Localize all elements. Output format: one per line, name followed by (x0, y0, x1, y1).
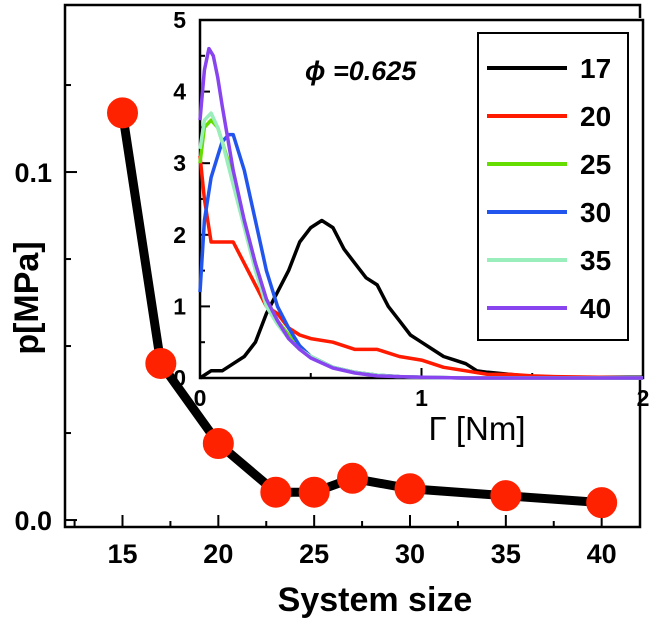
data-point (145, 347, 177, 379)
data-point (298, 476, 330, 508)
inset-y-tick-label: 0 (173, 365, 186, 391)
inset-series-20 (198, 155, 644, 380)
inset-y-tick-label: 1 (173, 293, 186, 319)
inset-x-axis-title: Γ [Nm] (428, 410, 525, 447)
inset-y-tick-label: 3 (173, 150, 186, 176)
data-point (337, 462, 368, 494)
x-tick-label: 20 (203, 539, 233, 569)
legend-label: 30 (580, 197, 611, 228)
x-axis-title: System size (278, 581, 473, 619)
inset-y-tick-label: 2 (173, 222, 186, 248)
x-tick-label: 35 (491, 539, 521, 569)
legend-label: 40 (580, 293, 611, 324)
inset-y-tick-label: 4 (173, 79, 186, 105)
inset-series-40 (198, 46, 643, 380)
inset-x-tick-label: 2 (637, 385, 650, 411)
y-tick-label: 0.0 (14, 506, 52, 536)
inset-series-17 (199, 218, 643, 380)
data-point (260, 476, 292, 508)
x-tick-label: 15 (107, 539, 137, 569)
legend-label: 17 (580, 53, 611, 84)
legend-label: 35 (580, 245, 611, 276)
inset-annotation: ϕ =0.625 (305, 56, 417, 86)
data-point (586, 487, 618, 519)
x-tick-label: 25 (299, 539, 329, 569)
data-point (107, 97, 138, 129)
data-point (394, 473, 426, 505)
inset-x-tick-label: 0 (194, 385, 207, 411)
x-tick-label: 30 (395, 539, 425, 569)
inset-y-tick-label: 5 (173, 7, 186, 33)
legend-label: 20 (580, 101, 611, 132)
data-point (490, 480, 522, 512)
legend-label: 25 (580, 149, 611, 180)
inset-x-tick-label: 1 (415, 385, 428, 411)
y-tick-label: 0.1 (14, 158, 52, 188)
y-axis-title: p[MPa] (8, 241, 46, 354)
data-point (202, 427, 234, 459)
x-tick-label: 40 (587, 539, 617, 569)
legend-box (477, 32, 629, 341)
